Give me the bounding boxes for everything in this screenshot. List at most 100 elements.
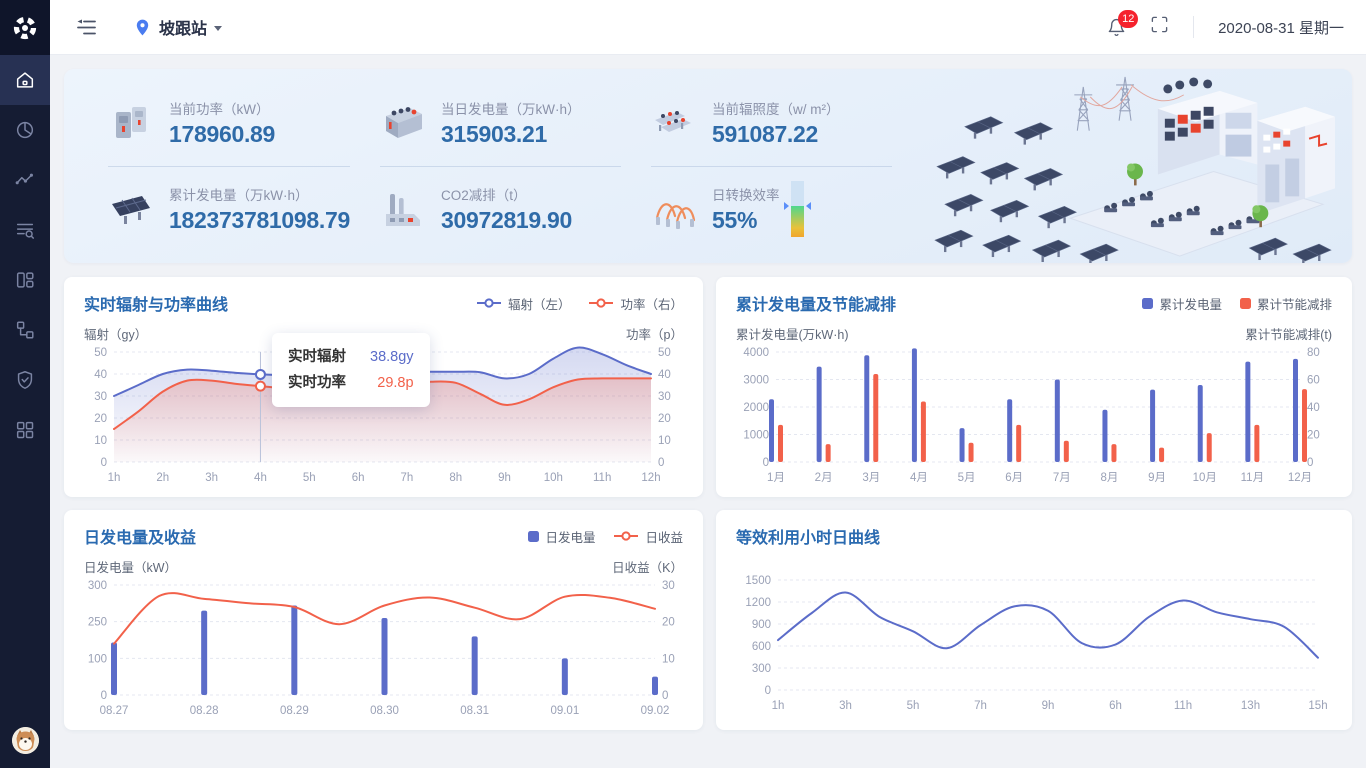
svg-text:1500: 1500	[745, 575, 771, 587]
legend-radiation[interactable]: 辐射（左）	[476, 294, 570, 313]
equivalent-hours-chart[interactable]: 0 300 600 900 1200 1500 1h 3h 5h 7h 9h 6h 11h 13h 15h	[736, 574, 1332, 714]
svg-text:3h: 3h	[839, 700, 852, 712]
daily-chart[interactable]: 0 0 100 10 250 20 300 30 08.27 08.28 08.29 08.30 08.…	[84, 579, 683, 719]
svg-text:11h: 11h	[593, 472, 611, 484]
app-logo	[0, 0, 50, 55]
legend-cumulative-saving[interactable]: 累计节能减排	[1239, 294, 1332, 313]
cumulative-chart[interactable]: 0 0 1000 20 2000 40 3000 60 4000 80 1月 2月 3月 4月 5月 6月 7月…	[736, 346, 1332, 486]
svg-text:4000: 4000	[743, 347, 769, 359]
svg-text:11月: 11月	[1241, 472, 1264, 484]
svg-text:9h: 9h	[498, 472, 511, 484]
square-marker-icon	[528, 530, 540, 542]
user-avatar[interactable]	[12, 727, 39, 754]
svg-text:0: 0	[765, 685, 771, 697]
svg-text:5h: 5h	[303, 472, 316, 484]
sidebar-nav	[0, 55, 50, 455]
svg-text:3000: 3000	[743, 375, 769, 387]
svg-text:50: 50	[94, 347, 107, 359]
plant-illustration	[934, 76, 1335, 263]
stat-value: 55%	[711, 206, 758, 233]
sidebar-item-safety[interactable]	[0, 355, 50, 405]
y-axis-right-label: 日收益（K）	[612, 561, 683, 575]
svg-text:10月: 10月	[1193, 472, 1217, 484]
card-radiation-power: 实时辐射与功率曲线 辐射（左）	[64, 277, 703, 497]
svg-text:08.28: 08.28	[190, 705, 219, 717]
svg-text:12月: 12月	[1288, 472, 1312, 484]
fullscreen-button[interactable]	[1150, 15, 1169, 39]
svg-text:13h: 13h	[1241, 700, 1260, 712]
svg-text:3h: 3h	[205, 472, 218, 484]
svg-text:1200: 1200	[745, 597, 771, 609]
svg-text:40: 40	[1307, 402, 1320, 414]
sidebar-item-layout[interactable]	[0, 255, 50, 305]
stat-co2-reduction: CO2减排（t） 30972819.90	[380, 167, 621, 252]
svg-text:20: 20	[662, 617, 675, 629]
stat-value: 30972819.90	[440, 206, 572, 233]
card-equivalent-hours: 等效利用小时日曲线 . 0300600900120015001h3h5h7h9h…	[716, 510, 1352, 730]
gauge-marker-left	[784, 201, 790, 210]
svg-text:10: 10	[658, 435, 671, 447]
svg-text:50: 50	[658, 347, 671, 359]
legend-daily-generation[interactable]: 日发电量	[528, 527, 595, 546]
y-axis-right-label: 累计节能减排(t)	[1245, 328, 1332, 342]
svg-text:300: 300	[752, 663, 771, 675]
stat-label: 当日发电量（万kW·h）	[440, 102, 581, 118]
svg-text:30: 30	[658, 391, 671, 403]
sidebar-item-analytics[interactable]	[0, 105, 50, 155]
svg-text:8h: 8h	[449, 472, 462, 484]
topbar-divider	[1193, 16, 1195, 38]
sidebar-item-reports[interactable]	[0, 205, 50, 255]
svg-text:08.30: 08.30	[370, 705, 399, 717]
svg-text:9月: 9月	[1148, 472, 1166, 484]
stat-daily-generation: 当日发电量（万kW·h） 315903.21	[379, 81, 621, 167]
svg-text:5月: 5月	[958, 472, 976, 484]
sidebar-item-home[interactable]	[0, 55, 50, 105]
kanban-layout-icon	[16, 272, 34, 288]
line-marker-icon	[589, 298, 614, 308]
svg-text:100: 100	[88, 653, 107, 665]
stat-current-power: 当前功率（kW） 178960.89	[108, 81, 350, 167]
avatar-dog-icon	[12, 727, 39, 754]
station-selector[interactable]: 坡跟站	[133, 15, 223, 39]
topology-icon	[16, 321, 34, 339]
notifications-button[interactable]: 12	[1107, 9, 1139, 37]
legend-power[interactable]: 功率（右）	[588, 294, 683, 313]
powerstation-icon	[385, 107, 422, 139]
svg-text:20: 20	[1307, 430, 1320, 442]
svg-text:4月: 4月	[910, 472, 928, 484]
y-axis-right-label: 功率（p）	[626, 328, 683, 342]
factory-icon	[385, 193, 420, 226]
line-marker-icon	[476, 298, 501, 308]
svg-text:09.01: 09.01	[550, 705, 579, 717]
legend-daily-revenue[interactable]: 日收益	[613, 527, 683, 546]
y-axis-left-label: 辐射（gy）	[84, 328, 148, 342]
main-content: 当前功率（kW） 178960.89 累计发电量（万kW·h） 1823737	[50, 55, 1366, 768]
svg-text:40: 40	[94, 369, 107, 381]
card-cumulative: 累计发电量及节能减排 累计发电量 累计节能减排 累计发电量(万kW·h)	[716, 277, 1352, 497]
svg-text:0: 0	[101, 457, 107, 469]
svg-text:2h: 2h	[156, 472, 169, 484]
card-daily: 日发电量及收益 日发电量 日收益	[64, 510, 703, 730]
stats-column-3: 当前辐照度（w/ m²） 591087.22 日转换效率	[650, 81, 922, 252]
svg-text:900: 900	[752, 619, 771, 631]
sidebar-item-monitor[interactable]	[0, 155, 50, 205]
svg-text:10: 10	[662, 653, 675, 665]
svg-text:0: 0	[1307, 457, 1313, 469]
stat-conversion-efficiency: 日转换效率 55%	[651, 167, 892, 252]
sidebar-item-topology[interactable]	[0, 305, 50, 355]
legend-cumulative-generation[interactable]: 累计发电量	[1142, 294, 1222, 313]
home-icon	[16, 72, 34, 88]
svg-text:0: 0	[101, 690, 107, 702]
square-marker-icon	[1239, 297, 1251, 309]
square-marker-icon	[1142, 297, 1154, 309]
collapse-menu-button[interactable]	[76, 19, 97, 36]
svg-text:0: 0	[658, 457, 664, 469]
efficiency-icon	[655, 202, 696, 229]
menu-fold-icon	[77, 19, 96, 34]
stat-label: 累计发电量（万kW·h）	[169, 187, 309, 203]
chart-title: 实时辐射与功率曲线	[84, 297, 229, 314]
svg-text:7月: 7月	[1053, 472, 1071, 484]
sidebar-item-apps[interactable]	[0, 405, 50, 455]
line-marker-icon	[614, 531, 639, 541]
y-axis-left-label: 日发电量（kW）	[84, 561, 178, 575]
